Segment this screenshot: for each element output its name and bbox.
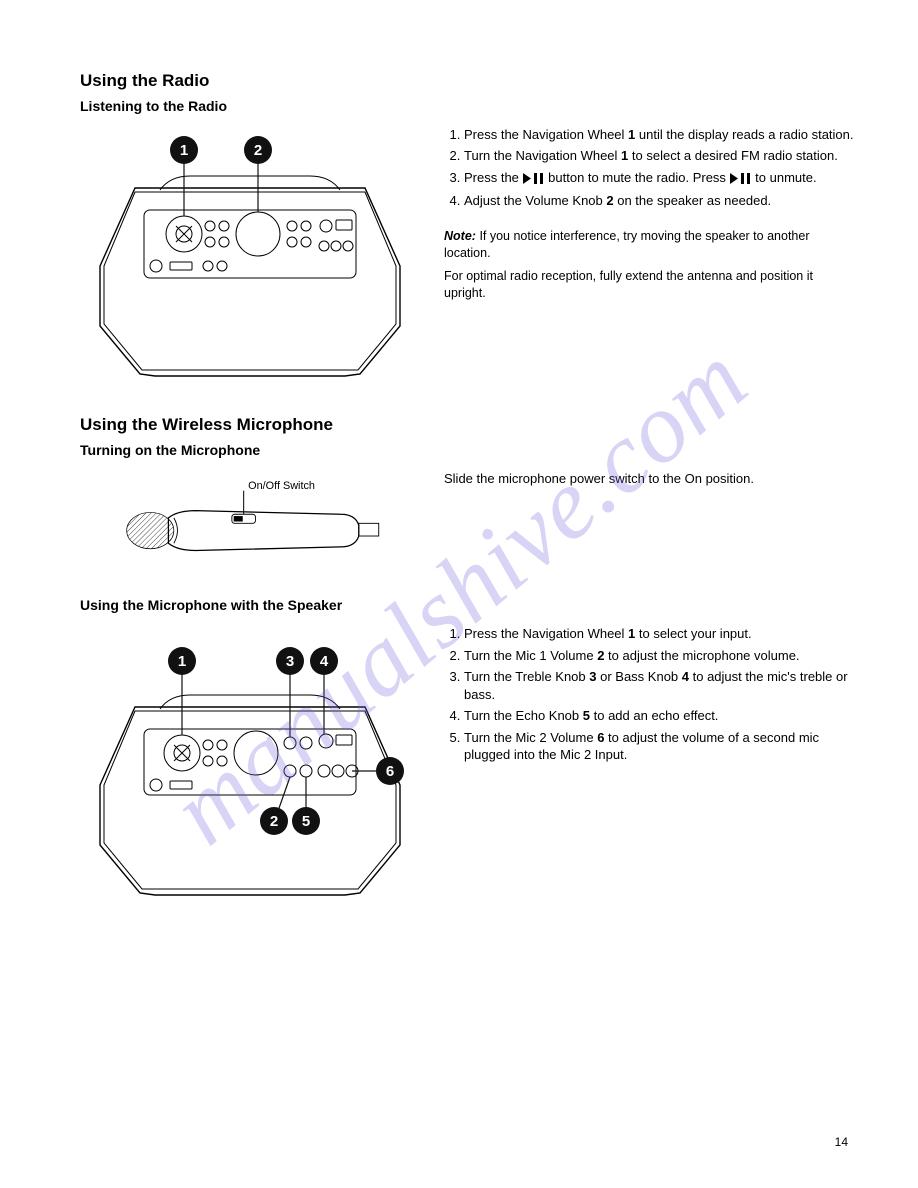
step-a1: Press the Navigation Wheel 1 until the d… [464, 126, 858, 144]
note-block: Note: If you notice interference, try mo… [444, 228, 858, 302]
play-pause-icon [523, 171, 545, 189]
step-c4: Turn the Echo Knob 5 to add an echo effe… [464, 707, 858, 725]
device-diagram-top: 1 2 [80, 126, 420, 386]
row-radio: 1 2 Press the Navigation Wheel 1 until t… [80, 126, 858, 386]
step-c3: Turn the Treble Knob 3 or Bass Knob 4 to… [464, 668, 858, 703]
callout-c6: 6 [386, 763, 394, 780]
callout-2: 2 [254, 142, 262, 159]
heading-using-radio: Using the Radio [80, 70, 858, 93]
callout-1: 1 [180, 142, 188, 159]
callout-c1: 1 [178, 653, 186, 670]
steps-mic-speaker: Press the Navigation Wheel 1 to select y… [444, 625, 858, 905]
step-a3: Press the button to mute the radio. Pres… [464, 169, 858, 189]
callout-c5: 5 [302, 813, 310, 830]
callout-c4: 4 [320, 653, 329, 670]
row-mic: On/Off Switch Slide the microphone power… [80, 470, 858, 569]
figure-device-bottom: 1 3 4 2 5 6 [80, 625, 420, 905]
callout-c2: 2 [270, 813, 278, 830]
mic-diagram: On/Off Switch [114, 478, 386, 569]
subheading-turn-on-mic: Turning on the Microphone [80, 441, 858, 460]
row-mic-speaker: 1 3 4 2 5 6 Press the Navigation Wheel 1… [80, 625, 858, 905]
step-c1: Press the Navigation Wheel 1 to select y… [464, 625, 858, 643]
step-a2: Turn the Navigation Wheel 1 to select a … [464, 147, 858, 165]
step-a4: Adjust the Volume Knob 2 on the speaker … [464, 192, 858, 210]
mic-instruction: Slide the microphone power switch to the… [444, 470, 858, 569]
heading-wireless-mic: Using the Wireless Microphone [80, 414, 858, 437]
figure-radio-device: 1 2 [80, 126, 420, 386]
callout-c3: 3 [286, 653, 294, 670]
figure-microphone: On/Off Switch [80, 470, 420, 569]
steps-radio: Press the Navigation Wheel 1 until the d… [444, 126, 858, 386]
subheading-mic-with-speaker: Using the Microphone with the Speaker [80, 596, 858, 615]
step-c2: Turn the Mic 1 Volume 2 to adjust the mi… [464, 647, 858, 665]
subheading-listening: Listening to the Radio [80, 97, 858, 116]
device-diagram-bottom: 1 3 4 2 5 6 [80, 625, 420, 905]
step-c5: Turn the Mic 2 Volume 6 to adjust the vo… [464, 729, 858, 764]
mic-switch-label: On/Off Switch [248, 480, 315, 492]
play-pause-icon [730, 171, 752, 189]
page-number: 14 [835, 1134, 848, 1150]
